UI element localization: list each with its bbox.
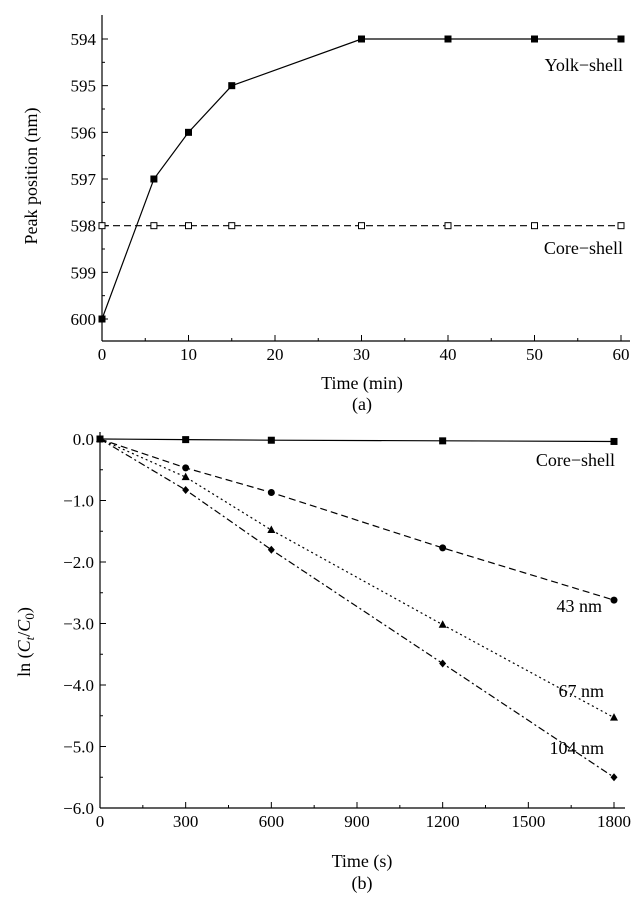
panel-a-series-label-core-shell: Core−shell [544, 238, 623, 258]
data-point [267, 489, 275, 497]
y-tick-label: 598 [71, 217, 97, 236]
ylabel-sub-t: t [22, 636, 37, 640]
panel-a-label: (a) [352, 394, 372, 415]
y-tick-label: −5.0 [63, 738, 94, 757]
panel-b-series-label-core-shell: Core−shell [536, 450, 615, 470]
panel-b-series-label-104nm: 104 nm [549, 738, 604, 758]
ylabel-slash: / [14, 632, 34, 637]
panel-b-series-label-43nm: 43 nm [556, 596, 602, 616]
x-tick-label: 900 [344, 812, 370, 831]
series-0 [96, 435, 618, 445]
y-tick-label: 599 [71, 263, 97, 282]
x-tick-label: 30 [353, 345, 370, 364]
x-tick-label: 0 [96, 812, 105, 831]
y-tick-label: −3.0 [63, 615, 94, 634]
x-tick-label: 300 [173, 812, 199, 831]
y-tick-label: 596 [71, 123, 97, 142]
data-point [617, 35, 625, 43]
panel-b-ticks: 0 300 600 900 1200 1500 1800 0.0 −1.0 −2.0 −3.0 −4.… [63, 430, 631, 831]
panel-b-y-axis-label: ln (Ct/C0) [14, 607, 37, 677]
panel-b-x-axis-label: Time (s) [332, 851, 393, 872]
ylabel-c1: C [14, 639, 34, 652]
panel-b-series [96, 434, 618, 782]
data-point [150, 222, 158, 230]
data-point [182, 486, 190, 495]
panel-a-axes [101, 15, 630, 342]
data-point [98, 222, 106, 230]
x-tick-label: 10 [180, 345, 197, 364]
data-point [438, 620, 447, 628]
series-line [101, 38, 621, 320]
y-tick-label: −2.0 [63, 553, 94, 572]
series-0 [98, 35, 625, 323]
data-point [267, 436, 275, 444]
ylabel-c2: C [14, 619, 34, 632]
panel-a-series-label-yolk-shell: Yolk−shell [545, 55, 623, 75]
panel-b-label: (b) [352, 873, 373, 894]
series-3 [96, 435, 618, 782]
y-tick-label: 597 [71, 170, 97, 189]
x-tick-label: 0 [98, 345, 107, 364]
x-tick-label: 600 [259, 812, 285, 831]
y-tick-label: 594 [71, 30, 97, 49]
series-line [99, 438, 615, 443]
data-point [182, 436, 190, 444]
data-point [98, 315, 106, 323]
panel-b-axes [99, 432, 625, 809]
data-point [617, 222, 625, 230]
data-point [185, 222, 192, 230]
ylabel-post: ) [14, 607, 35, 613]
panel-a-x-axis-label: Time (min) [321, 373, 403, 394]
data-point [182, 464, 190, 472]
x-tick-label: 1800 [597, 812, 631, 831]
series-line [99, 438, 615, 778]
data-point [531, 35, 538, 43]
series-line [99, 438, 615, 719]
ylabel-sub-0: 0 [22, 613, 37, 620]
data-point [228, 82, 236, 90]
data-point [610, 437, 618, 445]
data-point [358, 222, 365, 230]
data-point [185, 128, 192, 136]
data-point [444, 222, 452, 230]
series-1 [96, 435, 618, 604]
data-point [358, 35, 365, 43]
data-point [610, 713, 618, 721]
data-point [610, 596, 618, 604]
data-point [228, 222, 236, 230]
data-point [439, 437, 447, 445]
data-point [610, 773, 618, 782]
x-tick-label: 1200 [426, 812, 460, 831]
panel-b-chart: 0 300 600 900 1200 1500 1800 0.0 −1.0 −2.0 −3.0 −4.… [14, 430, 631, 894]
data-point [181, 472, 190, 481]
panel-a-chart: 0 10 20 30 40 50 60 594 595 596 597 598 599 600 Yolk−… [21, 15, 630, 415]
data-point [96, 435, 104, 443]
y-tick-label: −1.0 [63, 492, 94, 511]
x-tick-label: 1500 [511, 812, 545, 831]
y-tick-label: 0.0 [73, 430, 94, 449]
data-point [439, 544, 447, 552]
data-point [444, 35, 452, 43]
data-point [439, 659, 447, 668]
x-tick-label: 40 [440, 345, 457, 364]
x-tick-label: 50 [526, 345, 543, 364]
x-tick-label: 60 [613, 345, 630, 364]
y-tick-label: 600 [71, 310, 97, 329]
series-2 [96, 434, 618, 721]
series-1 [98, 222, 625, 230]
data-point [267, 545, 275, 554]
y-tick-label: −4.0 [63, 676, 94, 695]
panel-a-series [98, 35, 625, 323]
data-point [150, 175, 158, 183]
x-tick-label: 20 [267, 345, 284, 364]
y-tick-label: −6.0 [63, 799, 94, 818]
data-point [267, 525, 276, 534]
y-tick-label: 595 [71, 77, 97, 96]
panel-b-series-label-67nm: 67 nm [558, 681, 604, 701]
panel-a-ticks: 0 10 20 30 40 50 60 594 595 596 597 598 599 600 [71, 30, 630, 364]
panel-a-y-axis-label: Peak position (nm) [21, 108, 42, 245]
ylabel-pre: ln ( [14, 652, 35, 677]
data-point [531, 222, 538, 230]
